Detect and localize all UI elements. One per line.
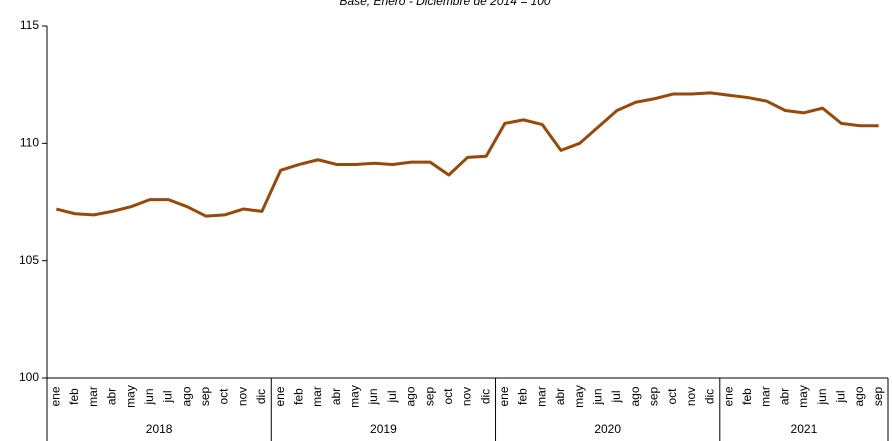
x-tick-label: dic (703, 389, 717, 404)
x-tick-label: oct (217, 388, 231, 405)
x-tick-label: abr (777, 388, 791, 405)
y-tick-label: 110 (20, 136, 39, 150)
y-tick-label: 100 (19, 370, 39, 384)
x-tick-label: jul (609, 390, 623, 403)
x-group-label: 2020 (594, 422, 621, 436)
x-tick-label: jun (366, 388, 380, 405)
x-group-label: 2019 (370, 422, 397, 436)
x-tick-label: oct (665, 388, 679, 405)
x-tick-label: jul (833, 390, 847, 403)
x-tick-label: sep (647, 387, 661, 407)
x-tick-label: ene (273, 386, 287, 406)
x-tick-label: feb (516, 388, 530, 405)
x-tick-label: abr (553, 388, 567, 405)
x-group-label: 2018 (146, 422, 173, 436)
x-tick-label: feb (740, 388, 754, 405)
x-tick-label: may (348, 385, 362, 408)
x-tick-label: jun (815, 388, 829, 405)
data-line (55, 91, 879, 218)
x-tick-label: may (123, 385, 137, 408)
x-tick-label: ene (49, 386, 63, 406)
x-tick-label: sep (422, 387, 436, 407)
x-tick-label: dic (254, 389, 268, 404)
x-tick-label: mar (534, 386, 548, 407)
x-tick-label: sep (871, 387, 885, 407)
x-tick-label: jun (590, 388, 604, 405)
x-tick-label: mar (86, 386, 100, 407)
y-tick-label: 105 (19, 253, 39, 267)
x-tick-label: nov (460, 387, 474, 406)
x-tick-label: may (796, 385, 810, 408)
x-tick-label: ene (721, 386, 735, 406)
x-tick-label: may (572, 385, 586, 408)
x-tick-label: ene (497, 386, 511, 406)
x-tick-label: jul (385, 390, 399, 403)
x-tick-label: nov (684, 387, 698, 406)
x-tick-label: ago (852, 386, 866, 406)
x-tick-label: feb (291, 388, 305, 405)
y-tick-label: 115 (20, 18, 39, 32)
x-tick-label: ago (628, 386, 642, 406)
x-tick-label: feb (67, 388, 81, 405)
chart-title: Base, Enero - Diciembre de 2014 = 100 (339, 0, 550, 8)
x-tick-label: mar (310, 386, 324, 407)
x-tick-label: mar (759, 386, 773, 407)
x-tick-label: abr (105, 388, 119, 405)
x-tick-label: ago (404, 386, 418, 406)
x-tick-label: oct (441, 388, 455, 405)
x-tick-label: jun (142, 388, 156, 405)
x-group-label: 2021 (791, 422, 818, 436)
x-tick-label: abr (329, 388, 343, 405)
x-tick-label: jul (161, 390, 175, 403)
x-tick-label: ago (179, 386, 193, 406)
x-tick-label: dic (478, 389, 492, 404)
x-tick-label: sep (198, 387, 212, 407)
x-tick-label: nov (235, 387, 249, 406)
